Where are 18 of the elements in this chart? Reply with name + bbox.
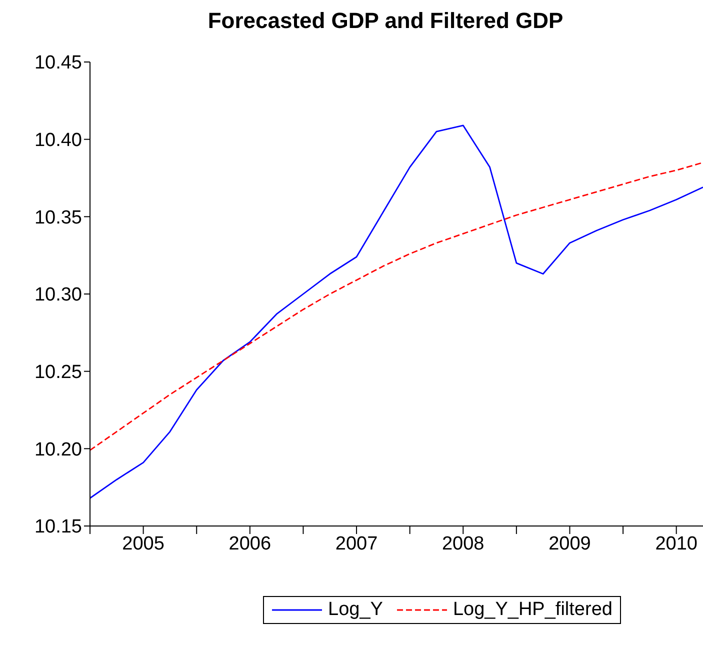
y-tick-label: 10.45 bbox=[34, 52, 82, 74]
x-tick-label: 2007 bbox=[335, 533, 378, 554]
legend-label: Log_Y_HP_filtered bbox=[452, 599, 612, 621]
y-tick-label: 10.35 bbox=[34, 207, 82, 228]
y-tick-label: 10.20 bbox=[34, 439, 82, 460]
x-tick-label: 2006 bbox=[228, 533, 272, 554]
x-tick-label: 2010 bbox=[655, 533, 698, 554]
y-tick-label: 10.15 bbox=[34, 516, 82, 538]
y-tick-label: 10.40 bbox=[34, 130, 82, 152]
y-tick-label: 10.25 bbox=[34, 362, 82, 384]
legend-label: Log_Y bbox=[327, 599, 383, 621]
x-tick-label: 2005 bbox=[122, 533, 164, 554]
line-series bbox=[90, 162, 703, 451]
x-tick-label: 2008 bbox=[442, 533, 484, 554]
x-tick-label: 2009 bbox=[548, 533, 591, 554]
chart-title: Forecasted GDP and Filtered GDP bbox=[206, 8, 564, 34]
y-tick-label: 10.30 bbox=[34, 284, 82, 306]
line-series bbox=[90, 124, 703, 499]
